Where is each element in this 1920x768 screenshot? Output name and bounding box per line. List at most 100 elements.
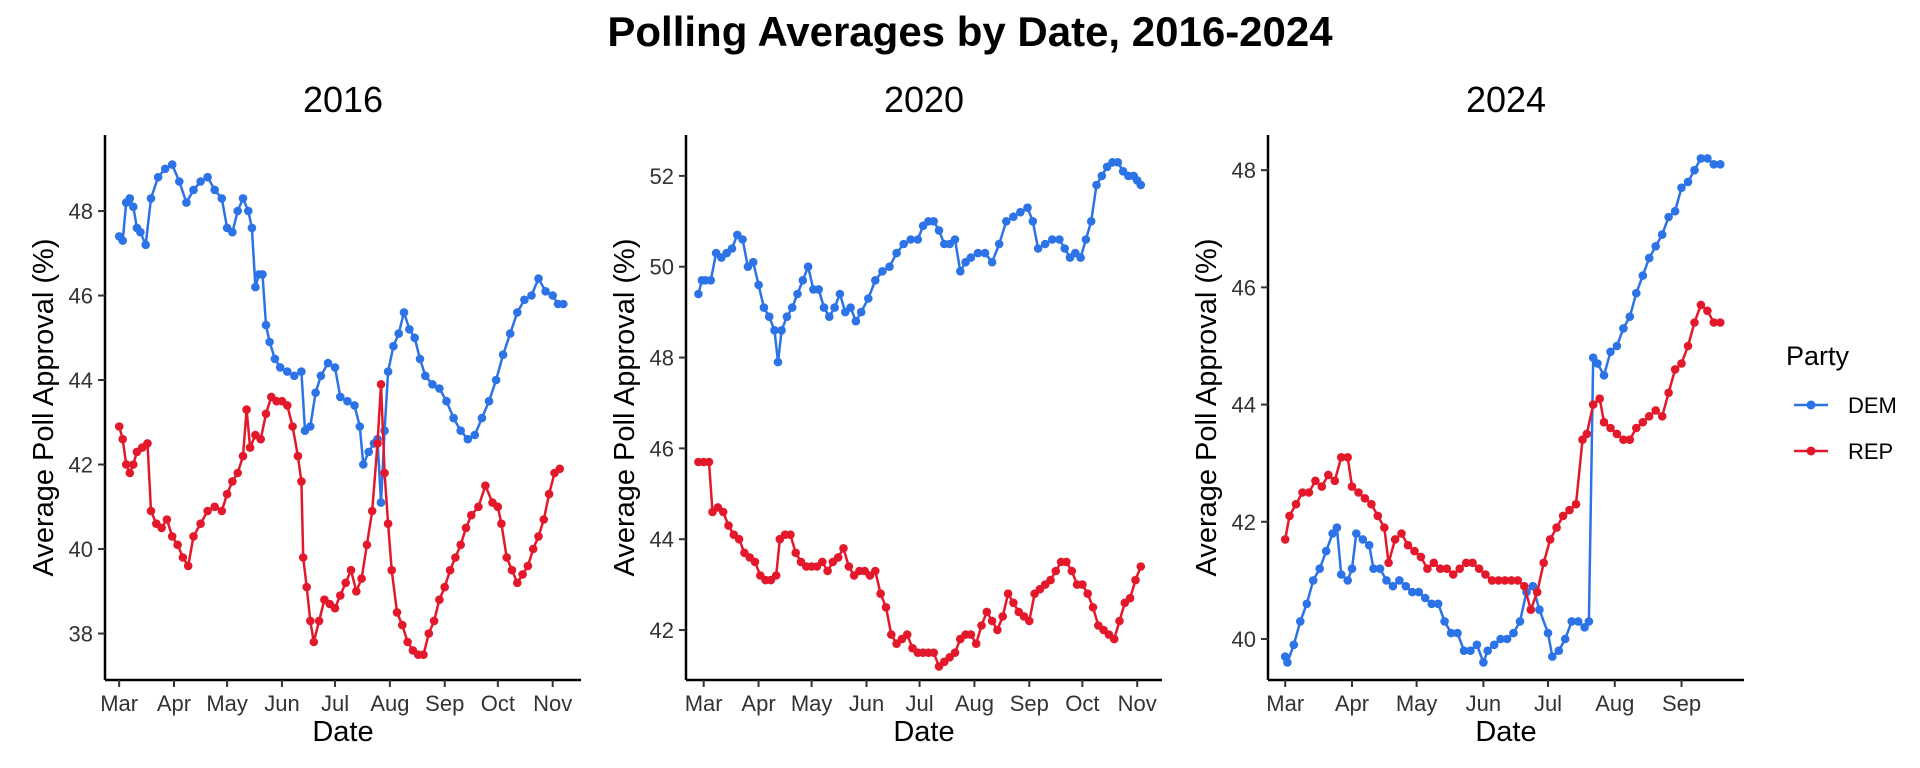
data-point-dem (934, 226, 944, 235)
data-point-dem (297, 367, 306, 376)
x-tick-label: Jul (906, 691, 934, 716)
data-point-rep (1625, 435, 1635, 445)
data-point-rep (1051, 566, 1061, 576)
y-tick-label: 44 (69, 368, 93, 393)
data-point-rep (233, 468, 242, 478)
data-point-dem (759, 303, 769, 312)
data-point-dem (1459, 646, 1469, 655)
data-point-dem (141, 240, 150, 250)
data-point-dem (906, 235, 915, 244)
data-point-rep (1552, 523, 1561, 532)
data-point-rep (196, 519, 205, 528)
data-point-rep (1429, 558, 1439, 568)
data-point-dem (1086, 217, 1096, 226)
data-point-dem (1081, 235, 1091, 244)
y-tick-label: 48 (650, 346, 674, 371)
data-point-dem (233, 206, 242, 216)
data-point-dem (394, 329, 404, 338)
series-dem (694, 158, 1146, 367)
data-point-dem (421, 371, 430, 381)
data-point-dem (189, 185, 198, 195)
data-point-rep (771, 571, 781, 580)
data-point-rep (306, 616, 315, 626)
y-tick-label: 42 (1232, 510, 1256, 535)
data-point-dem (359, 460, 368, 469)
data-point-rep (183, 561, 193, 571)
data-point-dem (1048, 235, 1057, 244)
data-point-dem (1420, 593, 1430, 603)
data-point-dem (1543, 628, 1553, 638)
data-point-dem (1308, 576, 1318, 585)
legend-label-dem: DEM (1848, 393, 1897, 418)
data-point-rep (341, 578, 351, 588)
data-point-dem (1677, 183, 1686, 192)
data-point-rep (1373, 511, 1383, 521)
data-point-dem (541, 287, 550, 296)
data-point-rep (833, 553, 843, 562)
data-point-rep (1664, 388, 1673, 398)
data-point-dem (1560, 634, 1570, 644)
data-point-rep (143, 439, 152, 448)
data-point-rep (1455, 564, 1464, 573)
data-point-rep (1526, 605, 1536, 614)
data-point-rep (1545, 535, 1555, 544)
data-point-dem (399, 308, 409, 317)
data-point-rep (1520, 581, 1529, 591)
data-point-dem (520, 295, 529, 305)
data-point-dem (1619, 324, 1628, 333)
data-point-rep (1612, 429, 1622, 439)
data-point-rep (528, 544, 538, 554)
data-point-dem (1433, 599, 1443, 609)
data-point-dem (738, 235, 747, 244)
data-point-dem (1632, 288, 1641, 298)
x-tick-label: Mar (685, 691, 723, 716)
data-point-dem (1343, 576, 1352, 585)
data-point-dem (125, 194, 135, 203)
data-point-dem (505, 329, 515, 338)
x-tick-label: May (791, 691, 833, 716)
data-point-rep (1468, 558, 1477, 568)
data-point-rep (1709, 318, 1719, 327)
data-point-rep (534, 532, 543, 541)
data-point-dem (1466, 646, 1475, 655)
y-axis-title: Average Poll Approval (%) (1191, 239, 1223, 577)
data-point-dem (548, 291, 557, 300)
data-point-rep (256, 434, 266, 444)
data-point-dem (1584, 617, 1594, 626)
data-point-rep (1347, 482, 1357, 491)
data-point-dem (513, 308, 522, 317)
data-point-rep (1397, 529, 1406, 538)
data-point-dem (777, 326, 786, 335)
data-point-dem (980, 248, 990, 258)
data-point-dem (1352, 529, 1361, 538)
data-point-rep (1703, 306, 1712, 316)
data-point-rep (456, 540, 466, 550)
data-point-rep (203, 506, 212, 516)
data-point-dem (1321, 546, 1331, 556)
data-point-dem (1358, 535, 1368, 544)
data-point-rep (734, 534, 744, 544)
data-point-rep (451, 553, 460, 562)
data-point-dem (355, 422, 365, 431)
data-point-dem (484, 396, 494, 406)
data-point-dem (311, 388, 320, 398)
data-point-dem (770, 326, 779, 335)
data-point-dem (389, 341, 398, 351)
data-point-dem (1283, 658, 1292, 667)
data-point-dem (118, 236, 127, 245)
data-point-dem (228, 227, 237, 237)
data-point-dem (782, 312, 792, 322)
data-point-dem (1690, 165, 1699, 175)
data-point-rep (823, 566, 832, 576)
data-point-rep (818, 557, 827, 567)
data-point-rep (1565, 505, 1574, 515)
data-point-rep (1632, 423, 1641, 433)
data-point-dem (1408, 587, 1417, 597)
data-point-rep (380, 468, 389, 478)
data-point-rep (1638, 417, 1648, 427)
data-point-dem (956, 267, 965, 276)
x-tick-label: Oct (1065, 691, 1099, 716)
data-point-rep (1683, 341, 1693, 351)
data-point-dem (754, 280, 763, 290)
